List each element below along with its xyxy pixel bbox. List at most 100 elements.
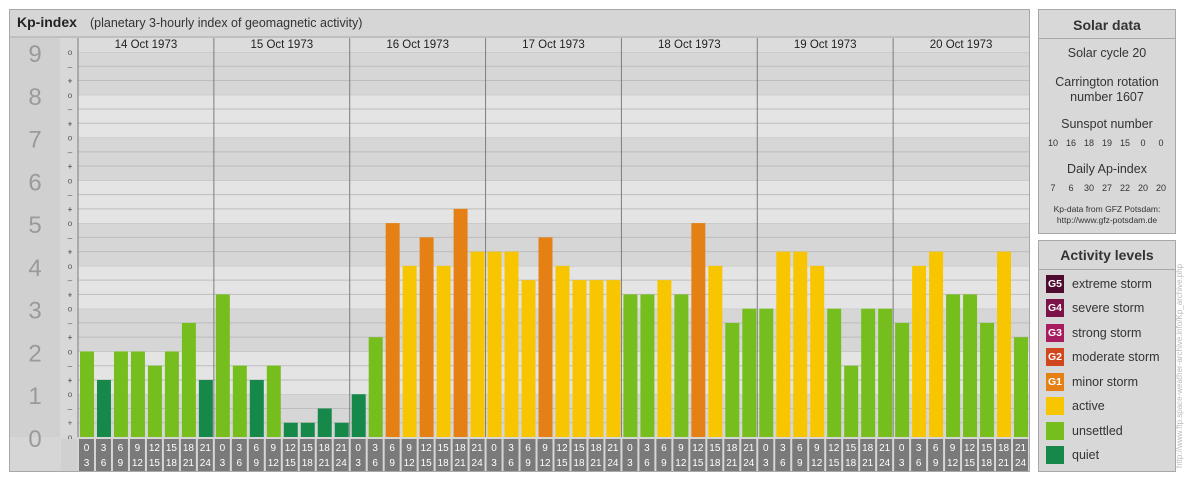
time-slot-box [928, 439, 944, 471]
kp-bar [249, 379, 264, 437]
time-slot-box [350, 439, 366, 471]
sunspot-value: 10 [1047, 138, 1058, 148]
kp-bar [844, 365, 859, 437]
time-slot-box [486, 439, 502, 471]
time-slot-start: 0 [627, 443, 633, 454]
time-slot-start: 0 [763, 443, 769, 454]
y-tick-label: 4 [28, 255, 41, 282]
y-tick-label: 8 [28, 84, 41, 111]
time-slot-box [537, 439, 553, 471]
kp-band [78, 223, 1029, 266]
time-slot-start: 3 [916, 443, 922, 454]
sunspot-value: 19 [1101, 138, 1112, 148]
time-slot-start: 6 [797, 443, 803, 454]
time-slot-start: 12 [149, 443, 161, 454]
g1-badge: G1 [1046, 373, 1064, 391]
time-slot-start: 21 [336, 443, 348, 454]
levels-title-divider [1039, 269, 1175, 270]
minor-tick-label: + [68, 376, 73, 385]
time-slot-end: 3 [491, 458, 497, 469]
solar-data-panel: Solar data Solar cycle 20 Carrington rot… [1038, 9, 1176, 234]
time-slot-box [588, 439, 604, 471]
time-slot-box [367, 439, 383, 471]
time-slot-box [707, 439, 723, 471]
kp-bar [283, 422, 298, 437]
time-slot-end: 21 [726, 458, 738, 469]
time-slot-start: 12 [556, 443, 568, 454]
credit-line1: Kp-data from GFZ Potsdam: [1053, 204, 1161, 214]
minor-tick-label: – [68, 191, 73, 200]
time-slot-box [469, 439, 485, 471]
time-slot-end: 21 [455, 458, 467, 469]
kp-bar [351, 394, 366, 437]
credit-link[interactable]: http://www.gfz-potsdam.de [1056, 215, 1158, 225]
time-slot-end: 3 [763, 458, 769, 469]
time-slot-end: 24 [1015, 458, 1027, 469]
minor-tick-label: + [68, 205, 73, 214]
day-label: 14 Oct 1973 [115, 39, 178, 51]
minor-tick-label: + [68, 376, 73, 385]
time-slot-end: 18 [709, 458, 721, 469]
sunspot-values: 10 16 18 19 15 0 0 [1039, 138, 1175, 148]
sunspot-value: 18 [1083, 138, 1094, 148]
time-slot-box [418, 439, 434, 471]
kp-band [78, 94, 1029, 138]
time-slot-end: 21 [998, 458, 1010, 469]
kp-bar [504, 251, 519, 437]
time-slot-start: 12 [828, 443, 840, 454]
g3-badge: G3 [1046, 324, 1064, 342]
time-slot-start: 9 [542, 443, 548, 454]
kp-bar [232, 365, 247, 437]
time-slot-end: 18 [302, 458, 314, 469]
level-label: moderate storm [1072, 350, 1160, 364]
sunspot-value: 0 [1158, 138, 1164, 148]
time-slot-box [1013, 439, 1028, 471]
time-slot-end: 3 [627, 458, 633, 469]
time-slot-start: 9 [678, 443, 684, 454]
y-tick-label: 3 [28, 298, 41, 325]
kp-bar [657, 280, 672, 437]
time-slot-box [792, 439, 808, 471]
kp-bar [776, 251, 791, 437]
solar-cycle: Solar cycle 20 [1067, 46, 1147, 60]
ap-value: 22 [1119, 183, 1130, 193]
time-slot-box [673, 439, 689, 471]
time-slot-start: 21 [200, 443, 212, 454]
y-tick-label: 6 [28, 169, 41, 196]
day-label: 18 Oct 1973 [658, 39, 721, 51]
kp-bar [181, 322, 196, 437]
activity-levels-panel: Activity levels G5 extreme storm G4 seve… [1038, 240, 1176, 472]
time-slot-end: 15 [149, 458, 161, 469]
time-slot-start: 3 [372, 443, 378, 454]
minor-tick-label: – [68, 148, 73, 157]
time-slot-box [129, 439, 145, 471]
time-slot-end: 3 [84, 458, 90, 469]
time-slot-end: 3 [899, 458, 905, 469]
kp-bar [538, 237, 553, 437]
time-slot-start: 21 [743, 443, 755, 454]
time-slot-start: 12 [285, 443, 297, 454]
time-slot-end: 21 [862, 458, 874, 469]
time-slot-end: 24 [472, 458, 484, 469]
time-slot-box [571, 439, 587, 471]
carrington-line1: Carrington rotation [1055, 75, 1159, 89]
ap-title: Daily Ap-index [1067, 162, 1147, 176]
minor-tick-label: + [68, 290, 73, 299]
level-label: severe storm [1072, 301, 1145, 315]
kp-bar [453, 208, 468, 437]
kp-bar [521, 280, 536, 437]
minor-tick-column [60, 38, 78, 437]
sunspot-title: Sunspot number [1061, 117, 1153, 131]
time-slot-start: 15 [166, 443, 178, 454]
time-slot-end: 12 [675, 458, 687, 469]
time-slot-box [690, 439, 706, 471]
minor-tick-label: + [68, 119, 73, 128]
time-slot-box [95, 439, 111, 471]
carrington-line2: number 1607 [1070, 90, 1144, 104]
time-slot-start: 9 [406, 443, 412, 454]
g4-badge: G4 [1046, 299, 1064, 317]
activity-levels-title: Activity levels [1060, 247, 1154, 263]
kp-bar [385, 223, 400, 437]
ap-value: 27 [1101, 183, 1112, 193]
